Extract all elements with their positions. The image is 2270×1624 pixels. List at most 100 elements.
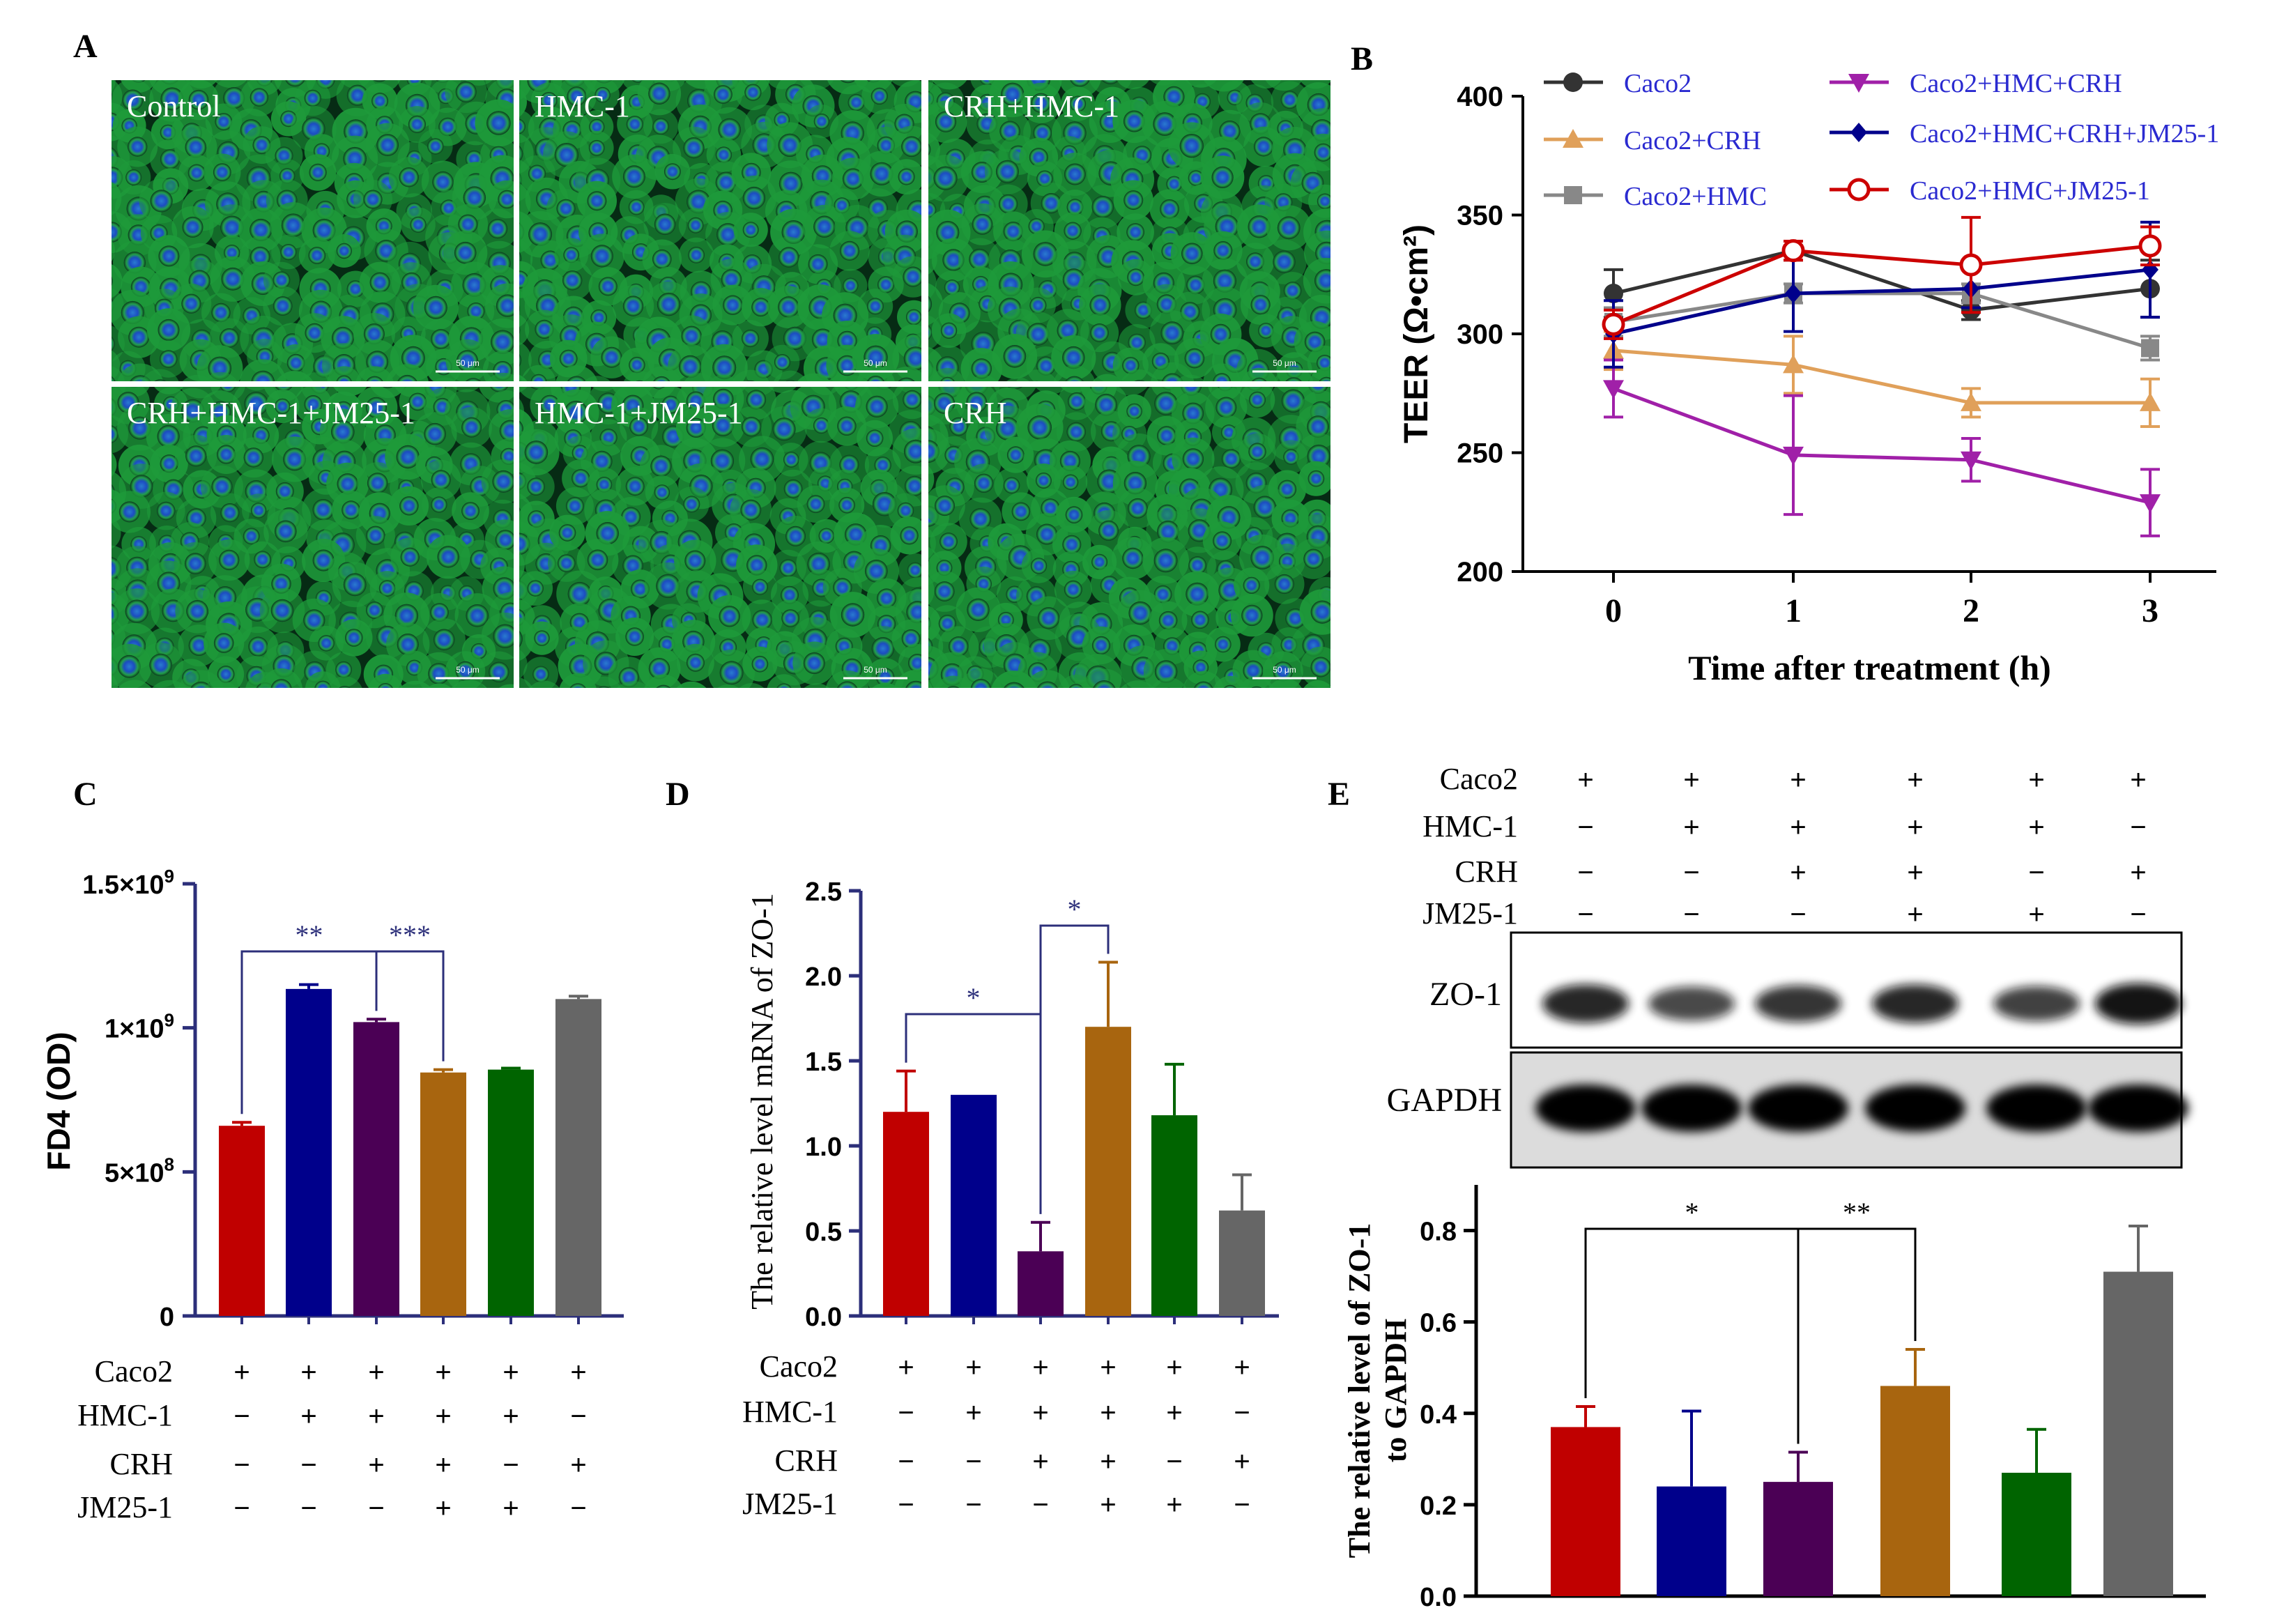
cell-nucleus bbox=[318, 635, 335, 652]
cell-nucleus bbox=[1280, 91, 1299, 109]
cell-nucleus bbox=[901, 136, 921, 158]
cell-membrane bbox=[385, 364, 429, 381]
cell-nucleus bbox=[1253, 137, 1274, 157]
treatment-sign: + bbox=[1790, 857, 1806, 888]
cell-nucleus bbox=[813, 113, 830, 130]
cell-nucleus bbox=[776, 683, 792, 688]
treatment-sign: + bbox=[1166, 1397, 1182, 1428]
data-point bbox=[2140, 392, 2161, 411]
cell-nucleus bbox=[112, 376, 116, 381]
cell-nucleus bbox=[457, 691, 481, 715]
cell-nucleus bbox=[712, 355, 737, 380]
y-tick-exponent: 9 bbox=[164, 1010, 174, 1031]
treatment-sign: − bbox=[233, 1450, 250, 1480]
cell-nucleus bbox=[466, 604, 489, 627]
x-tick-label: 1 bbox=[1785, 592, 1802, 629]
cell-nucleus bbox=[397, 634, 419, 656]
significance-label: * bbox=[967, 982, 981, 1013]
cell-nucleus bbox=[534, 630, 550, 646]
cell-membrane bbox=[774, 370, 807, 381]
cell-nucleus bbox=[1167, 687, 1171, 688]
cell-nucleus bbox=[88, 70, 106, 89]
cell-nucleus bbox=[1126, 691, 1149, 714]
cell-nucleus bbox=[283, 447, 307, 471]
cell-membrane bbox=[118, 680, 152, 688]
cell-nucleus bbox=[906, 601, 921, 624]
cell-nucleus bbox=[1317, 355, 1330, 371]
cell-nucleus bbox=[866, 80, 880, 83]
cell-nucleus bbox=[949, 417, 968, 436]
cell-nucleus bbox=[567, 581, 592, 606]
blot-zo1-frame bbox=[1510, 931, 2183, 1049]
cell-nucleus bbox=[781, 585, 799, 604]
cell-nucleus bbox=[1001, 82, 1025, 106]
cell-nucleus bbox=[898, 168, 915, 185]
cell-nucleus bbox=[519, 353, 522, 367]
cell-nucleus bbox=[275, 398, 291, 415]
cell-nucleus bbox=[684, 550, 706, 572]
zo1-band bbox=[1872, 984, 1958, 1023]
cell-nucleus bbox=[1127, 268, 1144, 286]
cell-nucleus bbox=[554, 143, 579, 167]
cell-nucleus bbox=[779, 247, 799, 268]
cell-nucleus bbox=[719, 606, 740, 627]
cell-nucleus bbox=[629, 417, 648, 436]
y-axis-title: FD4 (OD) bbox=[40, 1032, 77, 1170]
cell-nucleus bbox=[622, 165, 645, 188]
cell-nucleus bbox=[1194, 681, 1213, 688]
cell-nucleus bbox=[493, 624, 514, 648]
cell-nucleus bbox=[808, 254, 828, 274]
treatment-sign: − bbox=[570, 1401, 586, 1432]
cell-nucleus bbox=[93, 190, 112, 208]
treatment-sign: − bbox=[1166, 1446, 1182, 1477]
cell-nucleus bbox=[935, 496, 955, 516]
y-axis-title-line2: to GAPDH bbox=[1379, 1319, 1413, 1463]
cell-nucleus bbox=[309, 163, 327, 181]
legend-label: Caco2 bbox=[1624, 69, 1692, 98]
cell-nucleus bbox=[719, 661, 744, 685]
cell-nucleus bbox=[158, 319, 180, 341]
cell-nucleus bbox=[378, 683, 393, 688]
cell-membrane bbox=[797, 373, 830, 381]
cell-nucleus bbox=[1310, 689, 1326, 705]
scale-bar-label: 50 μm bbox=[864, 665, 887, 675]
cell-nucleus bbox=[1157, 426, 1176, 445]
cell-nucleus bbox=[461, 502, 480, 520]
cell-membrane bbox=[1183, 671, 1224, 688]
cell-membrane bbox=[112, 240, 116, 261]
bar bbox=[2103, 1271, 2173, 1596]
cell-nucleus bbox=[431, 496, 447, 513]
cell-nucleus bbox=[751, 298, 770, 317]
micrograph-label: CRH+HMC-1 bbox=[944, 89, 1119, 123]
cell-nucleus bbox=[312, 549, 335, 572]
cell-nucleus bbox=[158, 245, 180, 267]
cell-membrane bbox=[112, 674, 118, 688]
cell-nucleus bbox=[90, 243, 106, 259]
cell-nucleus bbox=[401, 346, 425, 370]
treatment-sign: + bbox=[1790, 765, 1806, 795]
cell-nucleus bbox=[399, 496, 419, 516]
scale-bar-label: 50 μm bbox=[1273, 665, 1296, 675]
cell-nucleus bbox=[501, 694, 520, 713]
cell-nucleus bbox=[928, 143, 931, 155]
cell-membrane bbox=[857, 365, 895, 381]
gapdh-band bbox=[1865, 1085, 1965, 1132]
cell-membrane bbox=[112, 80, 116, 92]
cell-nucleus bbox=[1303, 549, 1324, 569]
bar bbox=[1219, 1210, 1265, 1316]
micrograph-label: Control bbox=[127, 89, 220, 123]
cell-nucleus bbox=[192, 60, 211, 79]
legend-label: Caco2+HMC+JM25-1 bbox=[1910, 176, 2150, 206]
treatment-sign: + bbox=[1166, 1352, 1182, 1383]
cell-nucleus bbox=[567, 86, 587, 106]
cell-nucleus bbox=[400, 547, 420, 567]
treatment-sign: + bbox=[1100, 1352, 1116, 1383]
cell-nucleus bbox=[742, 222, 759, 238]
cell-nucleus bbox=[934, 581, 955, 602]
cell-nucleus bbox=[596, 80, 612, 84]
cell-nucleus bbox=[940, 376, 955, 381]
cell-nucleus bbox=[314, 680, 332, 688]
cell-nucleus bbox=[243, 528, 260, 545]
